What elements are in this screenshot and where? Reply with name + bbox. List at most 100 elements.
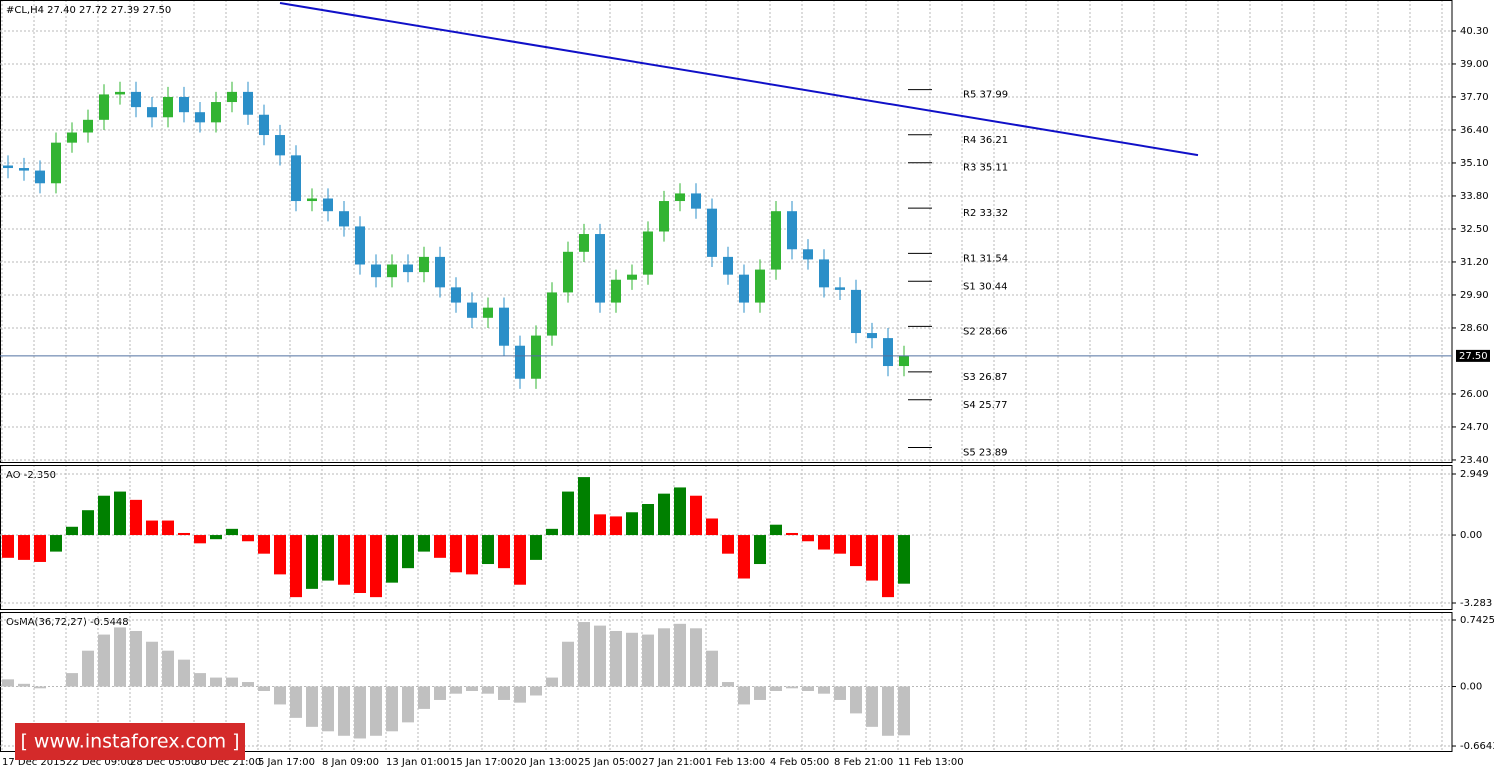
histogram-bar [834,535,846,554]
y-tick-label: 40.30 [1460,26,1489,37]
candle-body [275,135,285,156]
candle-body [195,112,205,123]
histogram-bar [658,628,670,687]
pivot-label: S4 25.77 [963,400,1008,411]
histogram-bar [178,532,190,536]
histogram-bar [770,524,782,536]
last-price-box [1456,349,1490,362]
histogram-bar [530,686,542,696]
histogram-bar [466,535,478,575]
candle-body [643,231,653,275]
y-tick-label: 0.7425 [1460,615,1494,626]
candle-body [739,274,749,303]
histogram-bar [130,630,142,687]
pivot-label: S2 28.66 [963,326,1008,337]
candle-body [35,170,45,184]
histogram-bar [306,686,318,727]
histogram-bar [146,641,158,687]
histogram-bar [898,686,910,736]
panel-frame [0,0,1453,463]
candle-body [851,289,861,334]
panel-title: AO -2.350 [6,470,56,481]
histogram-bar [738,535,750,579]
candle-body [291,155,301,202]
logo-text: [ www.instaforex.com ] [20,731,239,753]
histogram-bar [546,677,558,687]
histogram-bar [866,686,878,727]
histogram-bar [482,686,494,694]
histogram-bar [242,682,254,687]
x-tick-label: 28 Dec 05:00 [130,757,197,768]
histogram-bar [706,650,718,687]
histogram-bar [418,535,430,552]
candle-body [99,94,109,120]
y-tick-label: 23.40 [1460,455,1489,466]
histogram-bar [402,686,414,723]
candle-body [179,96,189,113]
histogram-bar [786,532,798,536]
y-tick-label: 39.00 [1460,59,1489,70]
candle-body [659,201,669,232]
candle-body [531,335,541,379]
histogram-bar [818,535,830,550]
histogram-bar [578,477,590,536]
pivot-label: S5 23.89 [963,448,1008,459]
x-tick-label: 8 Feb 21:00 [834,757,893,768]
histogram-bar [322,535,334,581]
x-tick-label: 8 Jan 09:00 [322,757,379,768]
candle-body [547,292,557,336]
candle-body [707,208,717,257]
y-tick-label: 29.90 [1460,290,1489,301]
pivot-label: R5 37.99 [963,90,1008,101]
histogram-bar [786,686,798,689]
histogram-bar [626,632,638,687]
candle-body [867,333,877,339]
candle-body [147,107,157,118]
histogram-bar [290,535,302,598]
histogram-bar [642,634,654,687]
histogram-bar [162,520,174,536]
histogram-bar [450,535,462,573]
histogram-bar [850,686,862,714]
y-tick-label: 31.20 [1460,257,1489,268]
candle-body [835,287,845,290]
histogram-bar [514,686,526,703]
x-tick-label: 11 Feb 13:00 [898,757,964,768]
y-tick-label: 0.00 [1460,682,1482,693]
histogram-bar [194,673,206,687]
candle-body [19,168,29,171]
panel-frame [0,465,1453,610]
candle-body [243,91,253,115]
candle-body [755,269,765,303]
histogram-bar [722,535,734,554]
histogram-bar [514,535,526,585]
pivot-label: S3 26.87 [963,372,1008,383]
panel-frame [0,612,1453,752]
candle-body [323,198,333,212]
candle-body [627,274,637,280]
histogram-bar [578,622,590,687]
candle-body [355,226,365,265]
histogram-bar [802,686,814,692]
x-tick-label: 17 Dec 2015 [2,757,66,768]
candle-body [787,211,797,250]
histogram-bar [754,535,766,565]
last-price-label: 27.50 [1459,351,1488,362]
x-tick-label: 5 Jan 17:00 [258,757,315,768]
candle-body [435,256,445,288]
histogram-bar [498,535,510,569]
candle-body [387,264,397,278]
candle-body [163,96,173,118]
histogram-bar [802,535,814,542]
x-tick-label: 25 Jan 05:00 [578,757,641,768]
histogram-bar [850,535,862,567]
pivot-label: S1 30.44 [963,281,1008,292]
histogram-bar [82,650,94,687]
histogram-bar [898,535,910,584]
histogram-bar [146,520,158,536]
candle-body [403,264,413,273]
candle-body [467,302,477,318]
histogram-bar [482,535,494,565]
